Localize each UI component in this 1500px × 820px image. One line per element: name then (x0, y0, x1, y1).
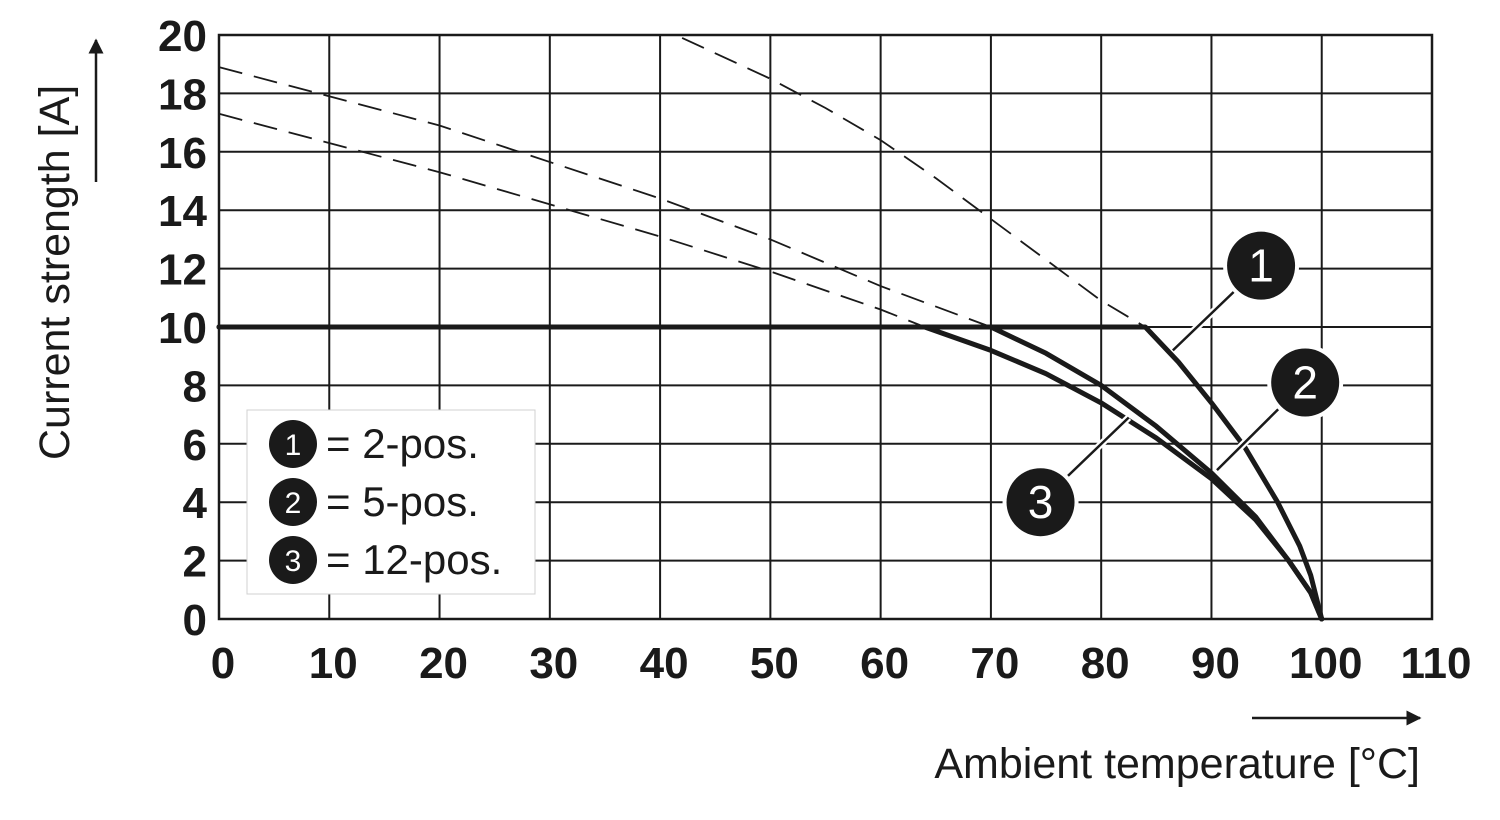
legend-marker-number: 2 (285, 487, 302, 520)
curve-badge-3 (1006, 468, 1075, 537)
y-axis-title: Current strength [A] (31, 85, 79, 460)
curve-annotations: 1 2 3 (1002, 227, 1344, 541)
curve-badge-2 (1271, 348, 1340, 417)
legend-marker-badge (269, 536, 317, 584)
legend-marker-badge (269, 478, 317, 526)
curve-badge-number: 3 (1028, 476, 1054, 528)
y-tick-label: 12 (158, 246, 207, 295)
x-tick-label: 10 (309, 639, 358, 688)
y-tick-label: 4 (183, 479, 208, 528)
dashed-curve-2 (218, 66, 992, 328)
curve-badge-1 (1227, 231, 1296, 300)
y-tick-label: 10 (158, 304, 207, 353)
x-tick-label: 20 (419, 639, 468, 688)
y-axis-ticks: 0 2 4 6 8 10 12 14 16 18 20 (158, 12, 207, 645)
legend-marker-number: 3 (285, 545, 302, 578)
y-tick-label: 16 (158, 129, 207, 178)
legend-marker-badge (269, 420, 317, 468)
x-tick-label: 90 (1191, 639, 1240, 688)
y-tick-label: 2 (183, 538, 207, 587)
y-tick-label: 8 (183, 362, 207, 411)
y-tick-label: 20 (158, 12, 207, 61)
y-tick-label: 0 (183, 596, 207, 645)
leader-line (1067, 416, 1130, 477)
y-tick-label: 6 (183, 421, 207, 470)
x-axis-ticks: 0 10 20 30 40 50 60 70 80 90 100 110 (211, 639, 1472, 688)
x-tick-label: 70 (970, 639, 1019, 688)
y-tick-label: 18 (158, 70, 207, 119)
y-tick-label: 14 (158, 187, 207, 236)
legend-entry-text: = 2-pos. (326, 420, 479, 467)
legend-entry-text: = 12-pos. (326, 536, 502, 583)
legend: 1 = 2-pos. 2 = 5-pos. 3 = 12-pos. (246, 409, 536, 595)
leader-line (1171, 291, 1235, 352)
x-tick-label: 30 (529, 639, 578, 688)
legend-entry-text: = 5-pos. (326, 478, 479, 525)
dashed-curve-3 (218, 112, 926, 328)
x-tick-label: 80 (1081, 639, 1130, 688)
x-axis-title: Ambient temperature [°C] (934, 740, 1420, 788)
dashed-curve-1 (681, 37, 1146, 328)
curve-badge-number: 1 (1248, 240, 1274, 292)
x-tick-label: 100 (1289, 639, 1362, 688)
solid-curve-3 (216, 324, 1325, 622)
legend-marker-number: 1 (285, 429, 302, 462)
extended-curves (218, 37, 1146, 328)
x-tick-label: 0 (211, 639, 235, 688)
x-tick-label: 110 (1401, 639, 1472, 688)
x-tick-label: 60 (860, 639, 909, 688)
leader-line (1216, 408, 1280, 471)
curve-badge-number: 2 (1292, 356, 1318, 408)
x-tick-label: 50 (750, 639, 799, 688)
x-tick-label: 40 (640, 639, 689, 688)
